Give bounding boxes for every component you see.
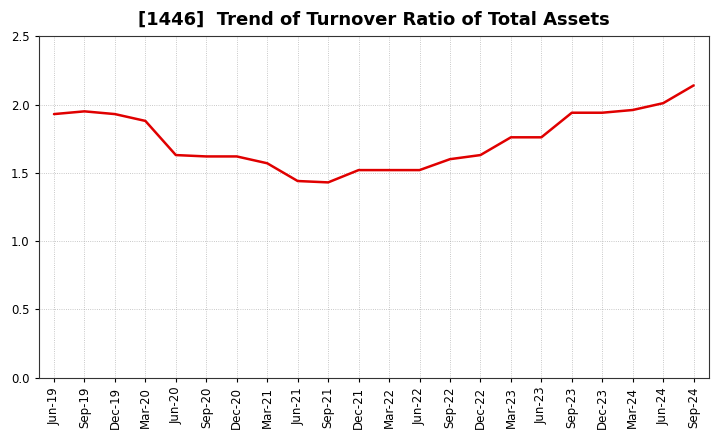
Title: [1446]  Trend of Turnover Ratio of Total Assets: [1446] Trend of Turnover Ratio of Total … [138, 11, 610, 29]
